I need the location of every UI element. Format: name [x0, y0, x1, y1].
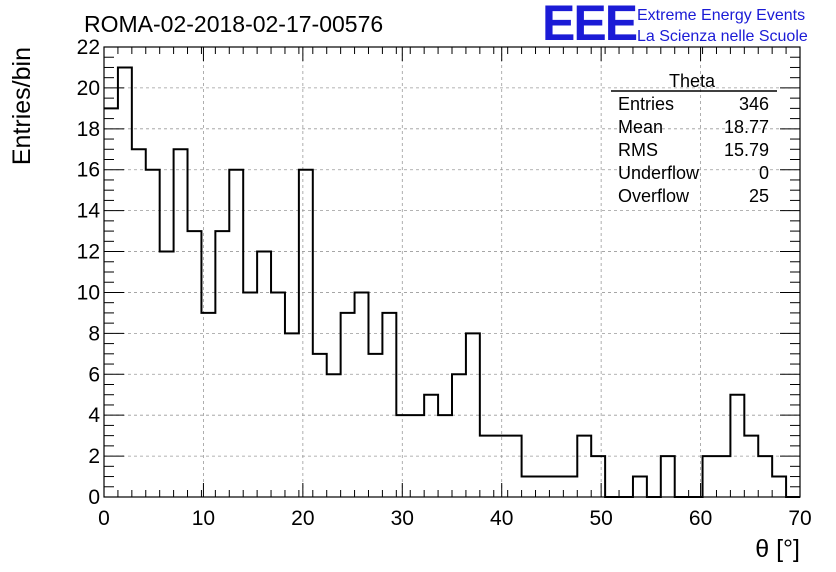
y-tick-label: 0: [88, 486, 100, 509]
y-tick-label: 12: [77, 241, 100, 264]
stats-value: 346: [739, 94, 769, 114]
stats-label: Entries: [618, 94, 674, 114]
stats-label: Underflow: [618, 163, 700, 183]
x-tick-labels: 0 10 20 30 40 50 60 70: [98, 507, 812, 530]
y-tick-label: 6: [88, 363, 100, 386]
x-tick-label: 0: [98, 507, 110, 530]
x-tick-label: 40: [490, 507, 513, 530]
stats-label: Mean: [618, 117, 663, 137]
y-tick-label: 14: [77, 200, 101, 223]
axis-ticks: [103, 46, 801, 498]
stats-value: 18.77: [724, 117, 769, 137]
y-tick-label: 16: [77, 159, 100, 182]
y-tick-label: 20: [77, 77, 100, 100]
eee-logo: EEE Extreme Energy Events La Scienza nel…: [542, 0, 808, 51]
stats-value: 25: [749, 186, 769, 206]
stats-name: Theta: [669, 71, 716, 91]
y-tick-label: 8: [88, 322, 100, 345]
y-tick-label: 2: [88, 445, 100, 468]
stats-label: Overflow: [618, 186, 690, 206]
grid: [104, 47, 800, 497]
y-tick-label: 18: [77, 118, 100, 141]
stats-value: 15.79: [724, 140, 769, 160]
logo-line1: Extreme Energy Events: [637, 7, 805, 24]
logo-line2: La Scienza nelle Scuole: [637, 28, 808, 45]
x-tick-label: 60: [689, 507, 712, 530]
y-axis-title: Entries/bin: [8, 47, 36, 165]
y-tick-label: 4: [88, 404, 100, 427]
x-tick-label: 30: [391, 507, 414, 530]
x-tick-label: 70: [788, 507, 811, 530]
x-tick-label: 10: [192, 507, 215, 530]
x-axis-title: θ [°]: [755, 535, 800, 563]
x-tick-label: 50: [589, 507, 612, 530]
stats-box: Theta Entries 346 Mean 18.77 RMS 15.79 Underfl…: [611, 71, 777, 206]
stats-label: RMS: [618, 140, 658, 160]
y-tick-label: 10: [77, 281, 100, 304]
chart-title: ROMA-02-2018-02-17-00576: [84, 11, 383, 37]
plot-frame: [103, 46, 801, 498]
histogram-step-line: [104, 66, 800, 498]
y-tick-label: 22: [77, 36, 100, 59]
logo-mark: EEE: [542, 0, 637, 51]
y-tick-labels: 0 2 4 6 8 10 12 14 16 18 20 22: [77, 36, 101, 509]
x-tick-label: 20: [291, 507, 314, 530]
stats-rows: Entries 346 Mean 18.77 RMS 15.79 Underflow 0 Ove…: [618, 94, 769, 206]
stats-value: 0: [759, 163, 769, 183]
